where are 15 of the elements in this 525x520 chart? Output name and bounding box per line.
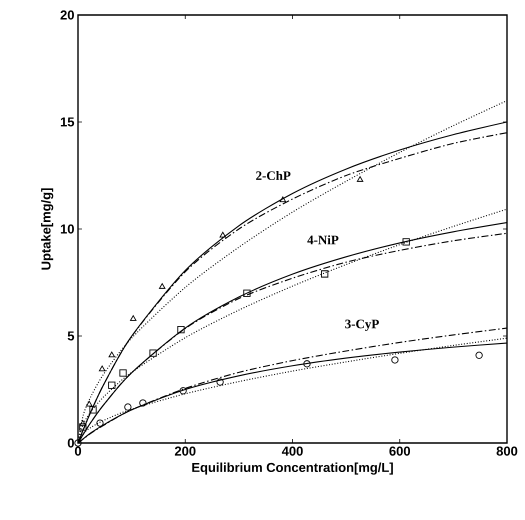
annotation: 3-CyP bbox=[345, 320, 379, 331]
x-tick-label: 600 bbox=[389, 446, 410, 456]
annotation: 2-ChP bbox=[256, 170, 290, 180]
x-tick-label: 200 bbox=[174, 446, 196, 456]
y-tick-label: 20 bbox=[60, 10, 74, 20]
y-axis-title: Uptake[mg/g] bbox=[41, 188, 54, 270]
y-tick-label: 10 bbox=[60, 224, 74, 234]
x-tick-label: 0 bbox=[74, 446, 82, 456]
x-tick-label: 400 bbox=[282, 446, 303, 456]
y-tick-label: 15 bbox=[60, 117, 74, 127]
x-tick-label: 800 bbox=[496, 446, 518, 456]
y-tick-label: 0 bbox=[68, 438, 74, 448]
x-axis-title: Equilibrium Concentration[mg/L] bbox=[192, 462, 393, 475]
annotation: 4-NiP bbox=[307, 235, 338, 244]
y-tick-label: 5 bbox=[68, 331, 74, 341]
